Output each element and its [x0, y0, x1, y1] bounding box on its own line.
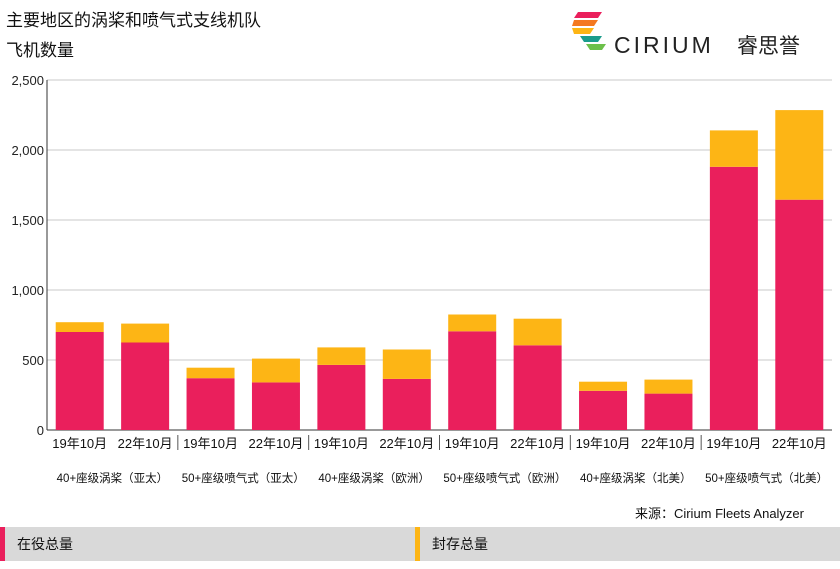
bar-stored [121, 323, 170, 343]
group-label: 40+座级涡桨（北美） [580, 471, 692, 485]
legend-label-active: 在役总量 [17, 536, 73, 552]
x-tick-label: 19年10月 [445, 436, 500, 451]
x-tick-label: 22年10月 [118, 436, 173, 451]
x-tick-label: 22年10月 [379, 436, 434, 451]
bar-stored [251, 358, 300, 383]
stacked-bar-chart: 0 500 1,000 1,500 2,000 2,500 19年10月 22年10月 19年1… [11, 73, 832, 485]
bar-active [513, 345, 562, 430]
bar-stored [317, 347, 366, 365]
bar-active [55, 332, 104, 430]
legend-swatch-active [0, 527, 5, 561]
group-label: 50+座级喷气式（北美） [705, 471, 828, 485]
y-tick-label: 1,500 [11, 213, 44, 228]
logo-chinese-name: 睿思誉 [737, 35, 800, 58]
bar-stored [775, 110, 824, 200]
source-note: 来源：Cirium Fleets Analyzer [634, 506, 804, 521]
cirium-logo: CIRIUM 睿思誉 [570, 8, 832, 58]
legend-swatch-stored [415, 527, 420, 561]
group-label: 50+座级喷气式（欧洲） [443, 471, 566, 485]
bar-active [448, 331, 497, 430]
bar-stored [382, 349, 431, 379]
logo-wordmark: CIRIUM [614, 32, 714, 58]
y-tick-label: 500 [22, 353, 44, 368]
x-tick-label: 22年10月 [248, 436, 303, 451]
bar-active [251, 382, 300, 430]
title-line-1: 主要地区的涡桨和喷气式支线机队 [6, 11, 261, 30]
bar-active [382, 378, 431, 430]
group-label: 40+座级涡桨（亚太） [57, 471, 169, 485]
x-tick-label: 19年10月 [314, 436, 369, 451]
legend-label-stored: 封存总量 [432, 536, 488, 552]
bar-active [579, 390, 628, 430]
legend-item-stored: 封存总量 [415, 527, 488, 561]
bar-active [644, 393, 693, 430]
bar-stored [709, 130, 758, 167]
x-tick-label: 19年10月 [52, 436, 107, 451]
group-label: 50+座级喷气式（亚太） [182, 471, 305, 485]
title-line-2: 飞机数量 [6, 41, 74, 60]
bar-active [121, 342, 170, 430]
x-tick-label: 22年10月 [772, 436, 827, 451]
chart-title: 主要地区的涡桨和喷气式支线机队 飞机数量 [6, 6, 261, 66]
bar-active [317, 364, 366, 430]
bar-stored [186, 367, 235, 379]
x-tick-label: 19年10月 [706, 436, 761, 451]
x-tick-label: 19年10月 [576, 436, 631, 451]
bar-stored [448, 314, 497, 332]
x-tick-label: 22年10月 [641, 436, 696, 451]
legend-item-active: 在役总量 [0, 527, 73, 561]
group-label: 40+座级涡桨（欧洲） [318, 471, 430, 485]
y-tick-label: 2,500 [11, 73, 44, 88]
bar-active [186, 378, 235, 430]
y-tick-label: 0 [37, 423, 44, 438]
bar-stored [55, 322, 104, 332]
bar-active [709, 166, 758, 431]
bar-stored [644, 379, 693, 394]
bar-stored [513, 318, 562, 346]
legend: 在役总量 封存总量 [0, 527, 840, 561]
bar-stored [579, 381, 628, 391]
x-tick-label: 22年10月 [510, 436, 565, 451]
y-tick-label: 1,000 [11, 283, 44, 298]
cirium-mark-icon [572, 12, 606, 50]
y-tick-label: 2,000 [11, 143, 44, 158]
bar-active [775, 199, 824, 430]
x-tick-label: 19年10月 [183, 436, 238, 451]
